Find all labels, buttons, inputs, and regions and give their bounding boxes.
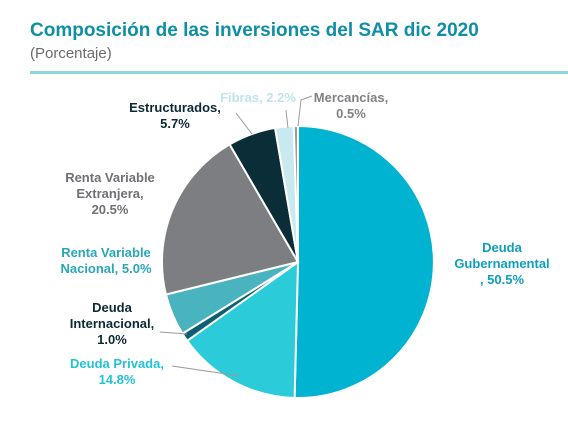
slice-label-line: 14.8%	[99, 372, 136, 387]
slice-label-line: Renta Variable	[61, 245, 151, 260]
slice-labels: Deuda Gubernamental, 50.5%Deuda Privada, 1…	[60, 90, 549, 387]
chart-title: Composición de las inversiones del SAR d…	[30, 20, 479, 41]
slice-label: Renta Variable Nacional, 5.0%	[60, 245, 151, 276]
slice-label-line: 0.5%	[336, 106, 366, 121]
pie-slice-deuda-privada	[185, 260, 300, 399]
slice-label-line: Fibras, 2.2%	[220, 90, 296, 105]
slice-label: Fibras, 2.2%	[220, 90, 296, 105]
leader-line	[171, 365, 241, 377]
title-divider	[30, 71, 568, 74]
slice-label: Deuda Privada, 14.8%	[70, 356, 164, 387]
slice-label: Estructurados, 5.7%	[129, 100, 221, 131]
pie-slice-mercancias	[292, 124, 299, 263]
slice-label-line: Internacional,	[70, 316, 155, 331]
slice-label-line: 20.5%	[92, 202, 129, 217]
pie-slices	[161, 124, 435, 399]
slice-label-line: Deuda Privada,	[70, 356, 164, 371]
leader-line	[159, 331, 188, 335]
slice-label-line: 5.7%	[160, 116, 190, 131]
slice-label-line: , 50.5%	[480, 272, 525, 287]
slice-label-line: 1.0%	[97, 332, 127, 347]
pie-slice-renta-variable-extranjera	[161, 143, 300, 296]
slice-label-line: Extranjera,	[76, 186, 143, 201]
slice-label: Renta Variable Extranjera, 20.5%	[65, 170, 155, 217]
slice-label-line: Nacional, 5.0%	[60, 261, 151, 276]
leader-line	[297, 95, 313, 127]
slice-label-line: Estructurados,	[129, 100, 221, 115]
slice-label-line: Deuda	[92, 300, 133, 315]
slice-label: Deuda Gubernamental, 50.5%	[454, 240, 549, 287]
slice-label-line: Renta Variable	[65, 170, 155, 185]
slice-label-line: Mercancías,	[314, 90, 388, 105]
chart-subtitle: (Porcentaje)	[30, 45, 112, 62]
slice-label: Mercancías, 0.5%	[314, 90, 388, 121]
leader-lines	[159, 95, 313, 377]
slice-label-line: Deuda	[482, 240, 523, 255]
slice-label: Deuda Internacional, 1.0%	[70, 300, 155, 347]
pie-slice-deuda-gubernamental	[293, 124, 435, 399]
slice-label-line: Gubernamental	[454, 256, 549, 271]
leader-line	[235, 112, 253, 135]
leader-line	[285, 109, 289, 129]
